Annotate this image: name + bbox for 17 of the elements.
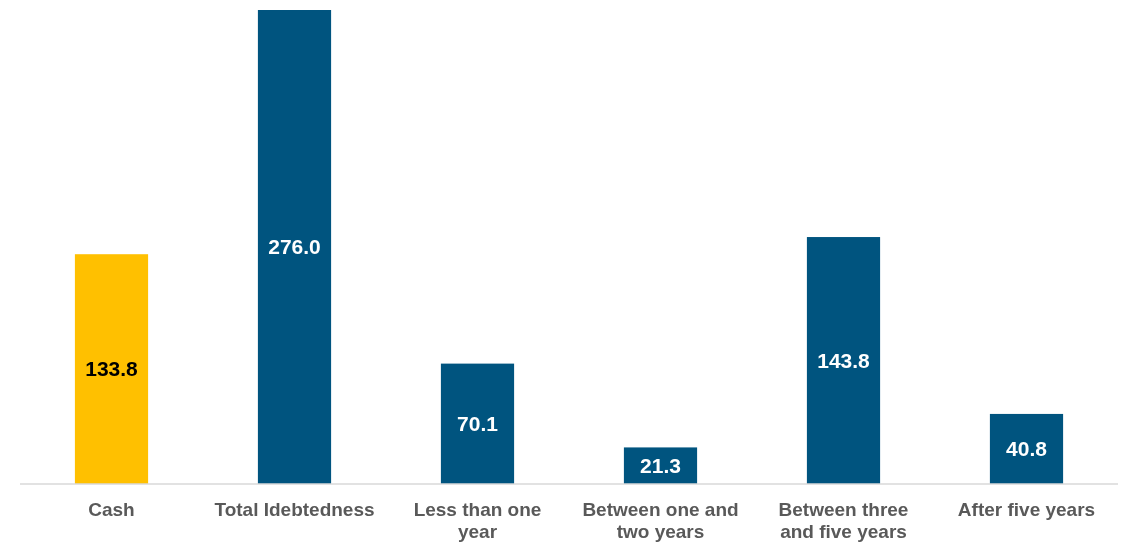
data-label: 133.8 [85, 357, 139, 381]
x-tick-label: Between three and five years [778, 499, 909, 542]
x-tick-label: Cash [88, 499, 135, 520]
x-tick-label: Total Idebtedness [214, 499, 375, 520]
x-tick-label: Less than one year [413, 499, 542, 542]
x-tick-label: Between one and two years [582, 499, 739, 542]
bar [257, 10, 332, 484]
data-label: 21.3 [640, 454, 681, 478]
bar [989, 413, 1064, 484]
x-tick-label: After five years [957, 499, 1096, 520]
data-label: 70.1 [457, 412, 499, 436]
bar [806, 237, 881, 484]
bar [440, 363, 515, 484]
data-label: 276.0 [268, 235, 321, 259]
data-label: 143.8 [817, 348, 871, 372]
data-label: 40.8 [1006, 437, 1048, 461]
bar [74, 254, 149, 484]
